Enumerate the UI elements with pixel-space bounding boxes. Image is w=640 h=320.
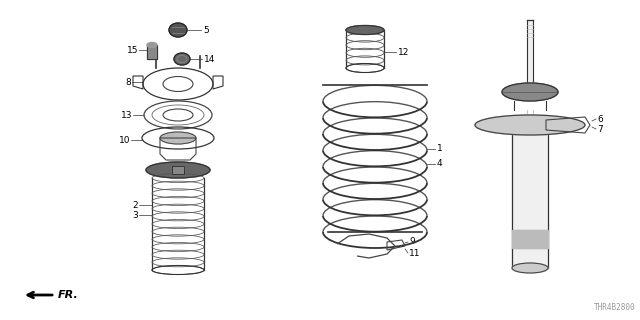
Text: 5: 5 (203, 26, 209, 35)
Ellipse shape (512, 263, 548, 273)
Text: 6: 6 (597, 115, 603, 124)
Bar (512, 135, 548, 268)
Text: 13: 13 (120, 110, 132, 119)
Text: 12: 12 (398, 47, 410, 57)
Text: 10: 10 (118, 135, 130, 145)
Text: 7: 7 (597, 124, 603, 133)
Ellipse shape (174, 53, 190, 65)
Bar (527, 20, 533, 92)
Text: FR.: FR. (58, 290, 79, 300)
Ellipse shape (147, 43, 157, 47)
Ellipse shape (502, 83, 558, 101)
Text: 15: 15 (127, 45, 138, 54)
Ellipse shape (160, 132, 196, 144)
Ellipse shape (346, 26, 384, 35)
Text: 1: 1 (437, 144, 443, 153)
Text: THR4B2800: THR4B2800 (593, 303, 635, 312)
Bar (147, 45, 157, 59)
Text: 3: 3 (132, 211, 138, 220)
Text: 14: 14 (204, 54, 216, 63)
Bar (172, 166, 184, 174)
Ellipse shape (475, 115, 585, 135)
Text: 2: 2 (132, 201, 138, 210)
Text: 9: 9 (409, 237, 415, 246)
Text: 8: 8 (125, 77, 131, 86)
Bar (512, 230, 548, 248)
Bar (172, 166, 184, 174)
Ellipse shape (169, 23, 187, 37)
Text: 4: 4 (437, 159, 443, 168)
Ellipse shape (146, 162, 210, 178)
Text: 11: 11 (409, 249, 420, 258)
Bar (147, 45, 157, 59)
